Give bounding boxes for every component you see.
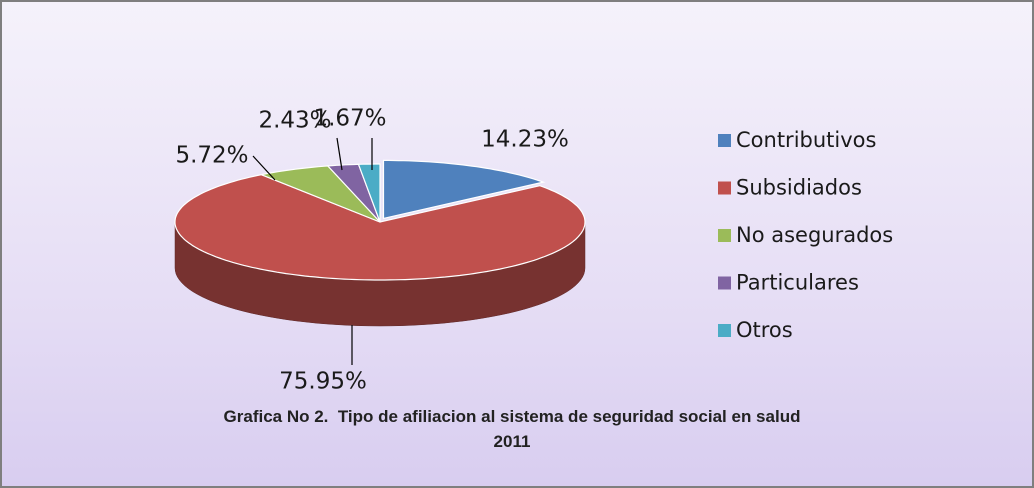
legend-label: Subsidiados xyxy=(736,176,862,200)
legend-label: Otros xyxy=(736,318,793,342)
pie-slice xyxy=(326,163,381,223)
data-label: 75.95% xyxy=(279,369,367,395)
pie-slice xyxy=(357,163,381,223)
pie-slice xyxy=(382,159,546,220)
leader-line xyxy=(252,155,276,181)
data-label: 1.67% xyxy=(313,106,386,132)
legend-swatch xyxy=(718,324,731,337)
legend-swatch xyxy=(718,276,731,290)
chart-title: Grafica No 2. Tipo de afiliacion al sist… xyxy=(223,407,810,451)
leader-line xyxy=(336,137,343,171)
data-label: 2.43% xyxy=(258,108,331,134)
legend-swatch xyxy=(718,181,731,195)
legend-label: No asegurados xyxy=(736,223,893,247)
legend-swatch xyxy=(718,134,731,147)
data-label: 5.72% xyxy=(175,143,248,169)
legend-label: Contributivos xyxy=(736,128,876,152)
data-label: 14.23% xyxy=(481,127,569,153)
pie-slice xyxy=(174,174,586,281)
legend-swatch xyxy=(718,229,731,242)
legend-label: Particulares xyxy=(736,271,859,295)
